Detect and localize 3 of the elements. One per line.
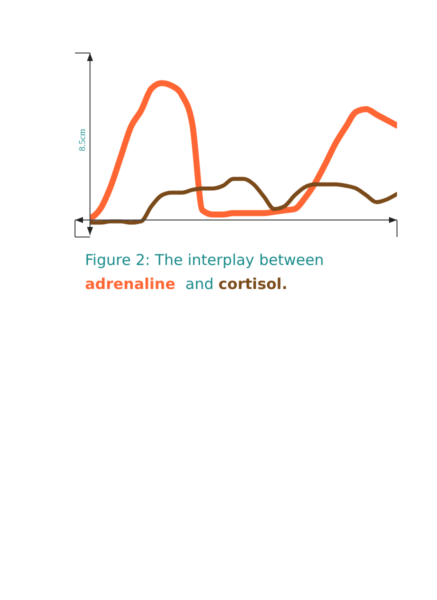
text: adrenaline and cortisol. [85, 275, 288, 293]
text: Figure 2: The interplay between [85, 250, 324, 271]
y-axis-title: 8.5cm [77, 128, 87, 152]
